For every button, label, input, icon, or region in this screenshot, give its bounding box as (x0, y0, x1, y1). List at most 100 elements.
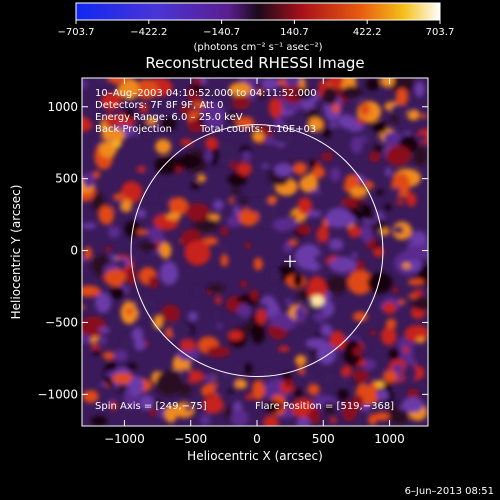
heatmap-blob (97, 78, 108, 86)
heatmap-blob (352, 369, 370, 382)
heatmap-blob (414, 81, 425, 97)
y-tick-label: −1000 (37, 387, 78, 401)
heatmap-blob (382, 302, 397, 315)
heatmap-blob (381, 326, 397, 346)
heatmap-blob (403, 345, 409, 354)
heatmap-blob (259, 201, 277, 227)
heatmap-blob (291, 398, 315, 418)
heatmap-blob (190, 182, 200, 189)
colorbar (75, 2, 441, 21)
heatmap-blob (288, 239, 298, 246)
heatmap-blob (220, 226, 229, 236)
heatmap-blob (297, 365, 305, 375)
y-tick-label: −500 (45, 315, 78, 329)
y-tick-label: 500 (55, 172, 78, 186)
heatmap-blob (322, 402, 337, 415)
heatmap-blob (267, 269, 282, 282)
heatmap-blob (252, 131, 265, 143)
heatmap-blob (410, 259, 421, 272)
heatmap-blob (388, 348, 400, 360)
spin-axis-annotation: Spin Axis = [249,−75] (95, 401, 207, 412)
heatmap-blob (412, 289, 424, 297)
heatmap-blob (407, 278, 425, 286)
heatmap-blob (95, 292, 112, 314)
x-tick-label: −1000 (104, 432, 145, 446)
heatmap-blob (294, 244, 322, 270)
heatmap-blob (110, 401, 118, 411)
heatmap-blob (360, 224, 373, 243)
heatmap-blob (369, 151, 381, 163)
heatmap-blob (268, 97, 283, 119)
heatmap-blob (337, 388, 349, 401)
plot-frame (81, 77, 429, 427)
heatmap-blob (216, 142, 237, 165)
heatmap-blob (265, 400, 280, 414)
heatmap-blob (136, 166, 145, 173)
heatmap-blob (176, 347, 200, 362)
heatmap-blob (352, 394, 364, 411)
heatmap-blob (384, 167, 392, 177)
heatmap-blob (329, 122, 339, 128)
colorbar-units: (photons cm⁻² s⁻¹ asec⁻²) (193, 42, 322, 53)
heatmap-blob (285, 298, 293, 306)
heatmap-blob (240, 197, 248, 205)
x-tick-label: 0 (253, 432, 261, 446)
heatmap-blob (317, 342, 336, 365)
heatmap-blob (273, 163, 294, 177)
heatmap-blob (349, 186, 368, 197)
heatmap-blob (153, 314, 164, 330)
annotation-block: 10–Aug–2003 04:10:52.000 to 04:11:52.000… (95, 88, 394, 412)
heatmap-blob (237, 162, 252, 176)
heatmap-blob (383, 131, 404, 146)
colorbar-tick-label: 703.7 (426, 27, 455, 38)
heatmap-blob (307, 276, 327, 303)
heatmap-blob (252, 379, 265, 401)
heatmap-blob (166, 212, 181, 221)
heatmap-blob (180, 368, 191, 385)
heatmap-blob (334, 406, 345, 414)
heatmap-blob (297, 289, 310, 301)
heatmap-blob (412, 145, 428, 166)
heatmap-blob (138, 394, 155, 411)
heatmap-blob (293, 162, 308, 175)
heatmap-blob (154, 156, 179, 175)
heatmap-blob (282, 84, 305, 104)
heatmap-blob (256, 309, 267, 325)
heatmap-blob (83, 246, 93, 260)
heatmap-blob (216, 323, 224, 329)
heatmap-blob (113, 349, 128, 362)
heatmap-blob (410, 232, 427, 246)
heatmap-blob (406, 192, 417, 207)
heatmap-blob (124, 220, 140, 238)
heatmap-blob (291, 214, 297, 220)
heatmap-blob (98, 327, 111, 333)
heatmap-blob (161, 304, 181, 323)
heatmap-blob (324, 275, 349, 295)
heatmap-blob (121, 335, 131, 350)
heatmap-blob (202, 396, 224, 414)
heatmap-blob (120, 181, 143, 204)
x-axis-label: Heliocentric X (arcsec) (187, 449, 323, 463)
heatmap-blob (322, 86, 338, 106)
heatmap-blob (162, 117, 177, 131)
heatmap-blob (192, 78, 203, 85)
heatmap-blob (371, 121, 388, 134)
heatmap-blob (82, 172, 95, 188)
heatmap-blob (82, 116, 90, 133)
heatmap-blob (405, 243, 428, 260)
heatmap-blob (403, 364, 417, 383)
heatmap-bright-spot (310, 295, 325, 307)
heatmap-blob (240, 279, 248, 288)
heatmap-blob (404, 130, 411, 135)
heatmap-blob (260, 164, 270, 168)
heatmap-blob (251, 322, 265, 344)
heatmap-blob (112, 372, 135, 384)
heatmap-blob (255, 93, 267, 99)
heatmap-blob (232, 95, 251, 110)
y-tick-label: 1000 (47, 100, 78, 114)
heatmap-blob (146, 227, 162, 239)
heatmap-blob (367, 272, 393, 294)
heatmap-blob (390, 104, 408, 115)
colorbar-tick-label: −140.7 (203, 27, 240, 38)
